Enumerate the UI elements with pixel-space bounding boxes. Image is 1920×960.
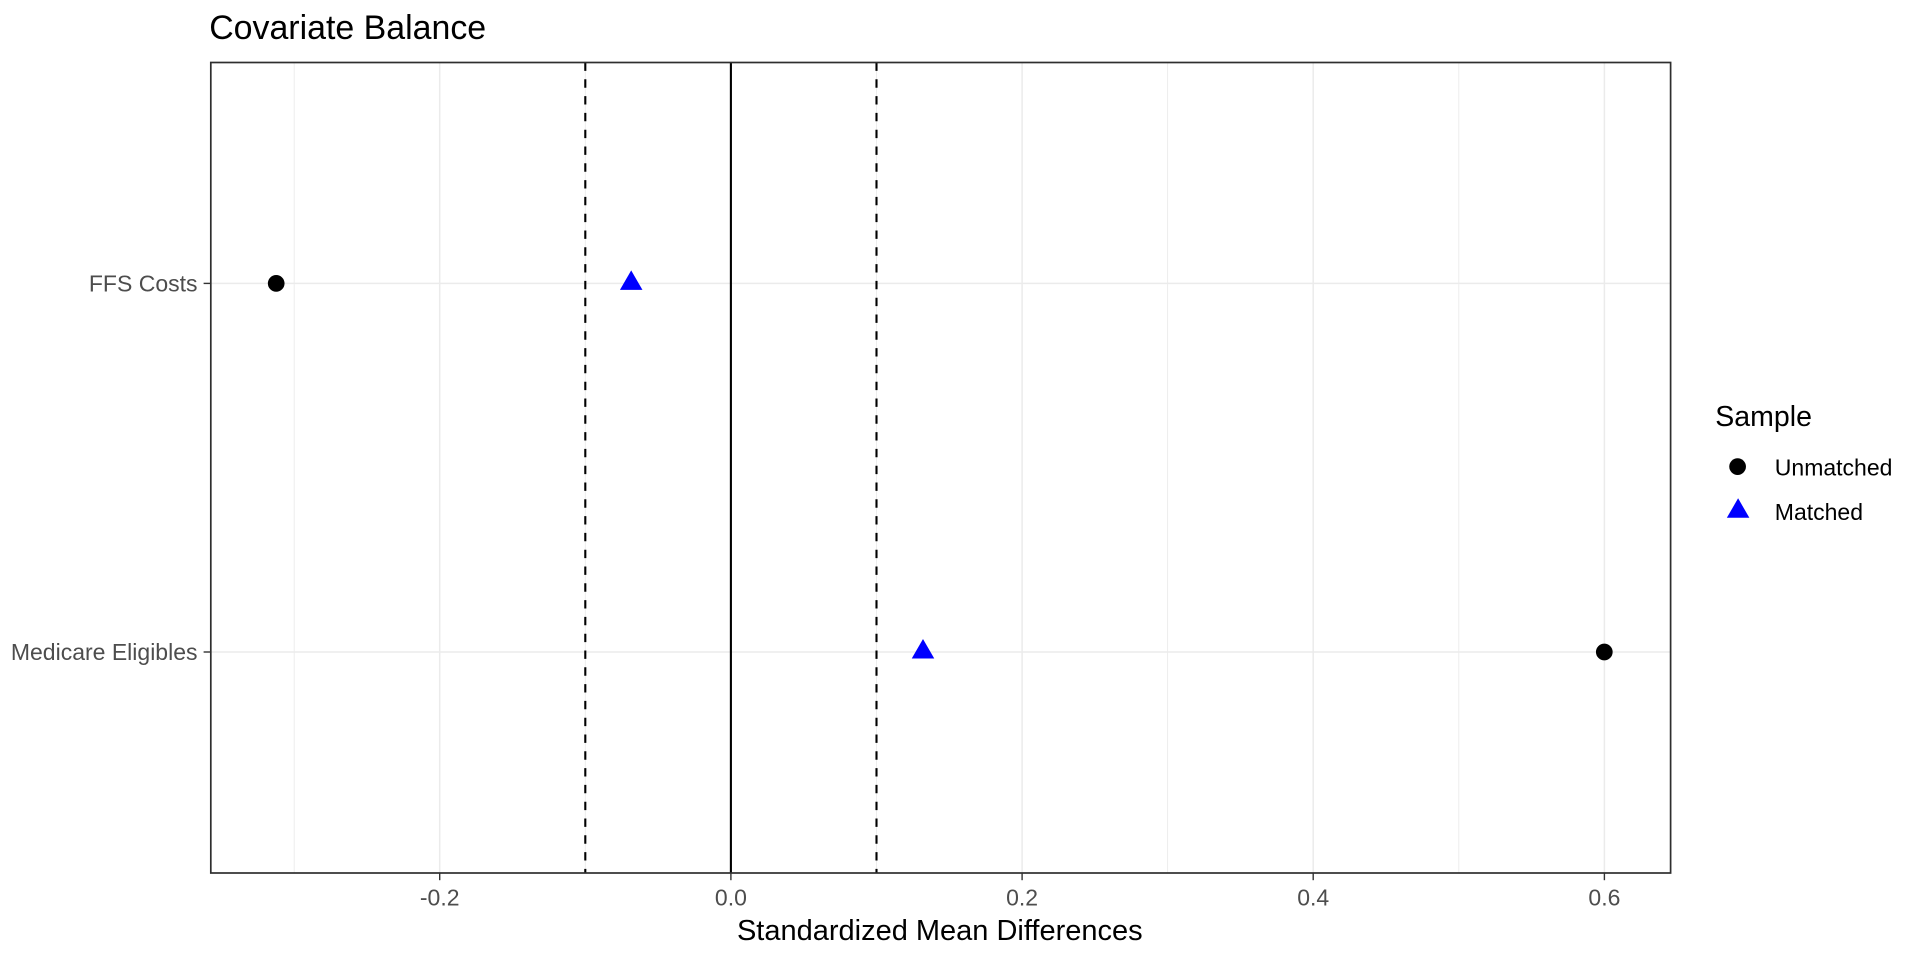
svg-text:0.6: 0.6 [1588, 885, 1620, 911]
svg-text:Unmatched: Unmatched [1775, 454, 1893, 480]
svg-text:0.2: 0.2 [1006, 885, 1038, 911]
svg-text:0.4: 0.4 [1297, 885, 1329, 911]
svg-text:Standardized Mean Differences: Standardized Mean Differences [737, 915, 1143, 947]
svg-text:Covariate Balance: Covariate Balance [209, 9, 486, 47]
svg-text:FFS Costs: FFS Costs [89, 270, 198, 296]
svg-text:Medicare Eligibles: Medicare Eligibles [11, 639, 198, 665]
svg-text:0.0: 0.0 [715, 885, 747, 911]
svg-text:-0.2: -0.2 [420, 885, 460, 911]
svg-text:Sample: Sample [1715, 401, 1812, 433]
svg-text:Matched: Matched [1775, 499, 1863, 525]
